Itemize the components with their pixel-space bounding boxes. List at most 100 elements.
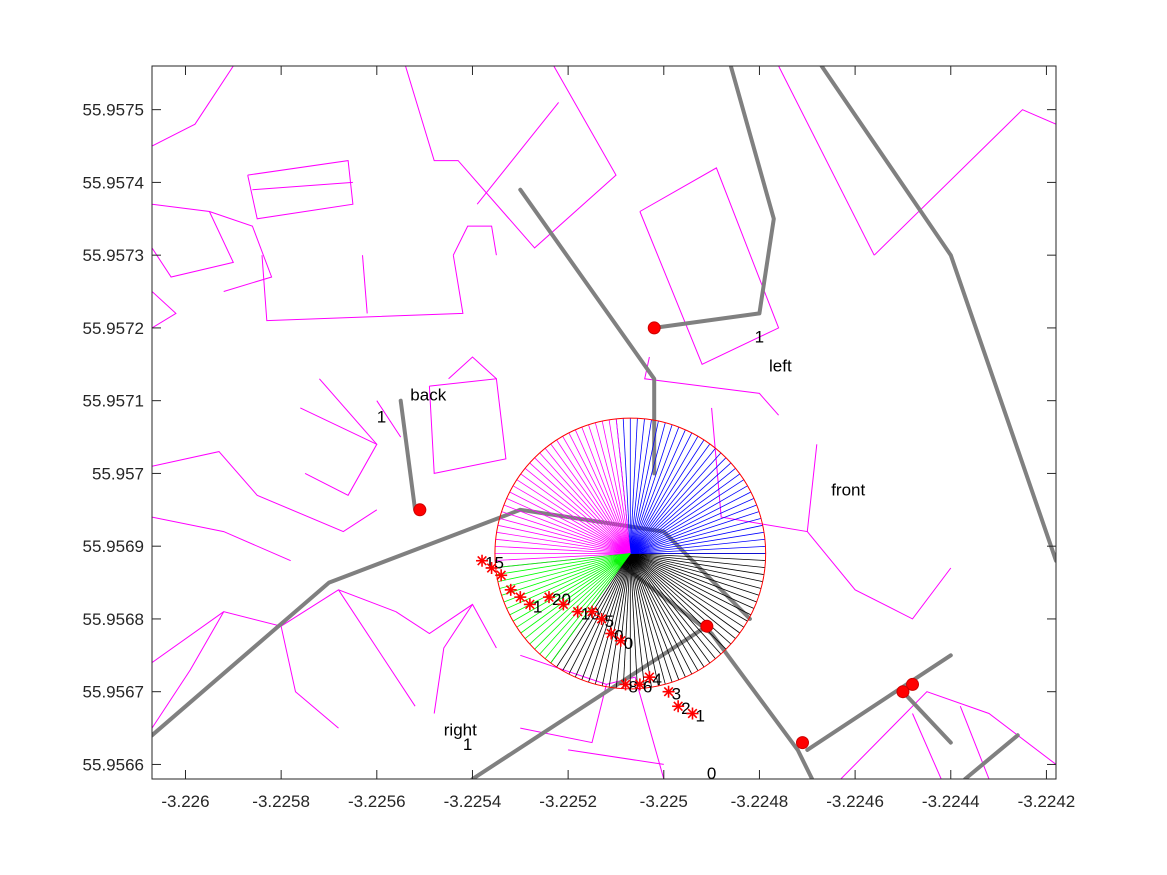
annotation-4: 1 xyxy=(377,408,386,427)
axes-background xyxy=(152,66,1056,779)
building-outline-13 xyxy=(152,451,378,533)
annotation-0: front xyxy=(831,480,865,499)
ray-front-13 xyxy=(629,553,638,689)
ray-front-27 xyxy=(630,553,727,650)
ray-left-28 xyxy=(629,418,645,554)
ray-front-29 xyxy=(630,553,736,639)
ray-back-3 xyxy=(594,422,631,554)
ray-left-10 xyxy=(630,485,748,554)
building-outline-23 xyxy=(806,531,952,620)
ray-front-15 xyxy=(629,553,652,688)
annotation-5: right xyxy=(444,720,477,739)
building-outline-29 xyxy=(433,604,473,714)
building-outline-6 xyxy=(405,66,617,249)
annotation-7: 0 xyxy=(707,764,716,783)
samples_c-label-1: 6 xyxy=(643,677,652,696)
ray-left-17 xyxy=(629,448,716,554)
building-outline-11 xyxy=(300,407,378,496)
samples_c-marker-0 xyxy=(619,678,632,691)
y-tick-label-3: 55.9569 xyxy=(83,537,144,556)
ray-left-9 xyxy=(630,491,752,554)
y-tick-label-4: 55.957 xyxy=(92,464,144,483)
ray-back-23 xyxy=(499,518,631,554)
building-outline-14 xyxy=(152,516,291,562)
ray-right-4 xyxy=(501,553,631,596)
samples_a-marker-3 xyxy=(504,583,517,596)
ray-front-37 xyxy=(630,553,762,589)
ray-left-19 xyxy=(629,439,705,554)
annotation-6: 1 xyxy=(463,735,472,754)
ray-front-18 xyxy=(629,553,673,683)
ray-back-19 xyxy=(509,491,631,554)
x-tick-label-9: -3.2242 xyxy=(1018,792,1076,811)
building-outline-33 xyxy=(840,691,1056,779)
x-tick-label-0: -3.226 xyxy=(161,792,209,811)
building-outline-34 xyxy=(959,706,990,779)
road-node-1 xyxy=(413,503,427,517)
ray-right-3 xyxy=(499,553,631,589)
ray-left-8 xyxy=(630,498,755,554)
y-tick-label-8: 55.9574 xyxy=(83,173,144,192)
ray-left-16 xyxy=(630,452,722,554)
ray-right-8 xyxy=(512,553,631,622)
ray-left-6 xyxy=(630,511,760,554)
y-tick-label-5: 55.9571 xyxy=(83,392,144,411)
ray-back-14 xyxy=(529,462,631,554)
ray-back-6 xyxy=(574,429,631,554)
samples_c-marker-4 xyxy=(672,700,685,713)
ray-left-26 xyxy=(629,421,659,554)
road-node-4 xyxy=(896,685,910,699)
ray-right-2 xyxy=(497,553,631,582)
building-outline-10 xyxy=(452,225,497,256)
ray-left-21 xyxy=(629,432,693,554)
ray-back-7 xyxy=(568,432,631,554)
road-4 xyxy=(819,66,1056,563)
ray-left-5 xyxy=(630,518,762,554)
x-tick-label-7: -3.2246 xyxy=(826,792,884,811)
ray-left-11 xyxy=(630,479,745,554)
ray-right-14 xyxy=(539,553,631,655)
ray-front-22 xyxy=(629,553,699,671)
ray-front-34 xyxy=(630,553,755,609)
ray-right-12 xyxy=(529,553,631,645)
building-outline-18 xyxy=(873,109,1056,256)
ray-back-21 xyxy=(503,504,631,554)
samples_a-marker-0 xyxy=(476,554,489,567)
building-outline-20 xyxy=(428,378,507,475)
ray-front-36 xyxy=(630,553,760,596)
ray-front-19 xyxy=(629,553,680,680)
ray-right-0 xyxy=(495,553,631,568)
ray-left-15 xyxy=(630,457,727,554)
ray-front-28 xyxy=(630,553,732,645)
building-outline-28 xyxy=(395,603,497,649)
annotation-1: left xyxy=(769,357,792,376)
ray-right-5 xyxy=(503,553,631,603)
building-outline-27 xyxy=(338,589,416,707)
road-6 xyxy=(805,653,953,752)
samples_a-marker-4 xyxy=(514,591,527,604)
road-3 xyxy=(652,66,776,330)
ray-back-0 xyxy=(615,418,631,554)
x-tick-label-2: -3.2256 xyxy=(348,792,406,811)
road-node-2 xyxy=(700,619,714,633)
ray-right-11 xyxy=(524,553,631,639)
building-outline-9 xyxy=(362,255,368,314)
samples_b-marker-2 xyxy=(571,605,584,618)
ray-left-7 xyxy=(630,504,757,554)
sector-rays-layer xyxy=(494,418,766,689)
ray-back-5 xyxy=(581,426,631,554)
ray-back-8 xyxy=(562,436,631,554)
ray-back-10 xyxy=(550,443,631,554)
samples_b-marker-5 xyxy=(605,627,618,640)
ray-front-10 xyxy=(615,553,631,689)
road-1 xyxy=(398,398,418,512)
ray-front-17 xyxy=(629,553,666,685)
ray-right-16 xyxy=(550,553,631,664)
ticks-layer: -3.226 -3.2258 -3.2256 -3.2254 -3.2252 -3.225… xyxy=(83,66,1076,811)
ray-back-11 xyxy=(544,448,631,554)
samples_c-marker-3 xyxy=(662,685,675,698)
building-outline-2 xyxy=(252,181,353,191)
building-outline-3 xyxy=(152,203,235,278)
